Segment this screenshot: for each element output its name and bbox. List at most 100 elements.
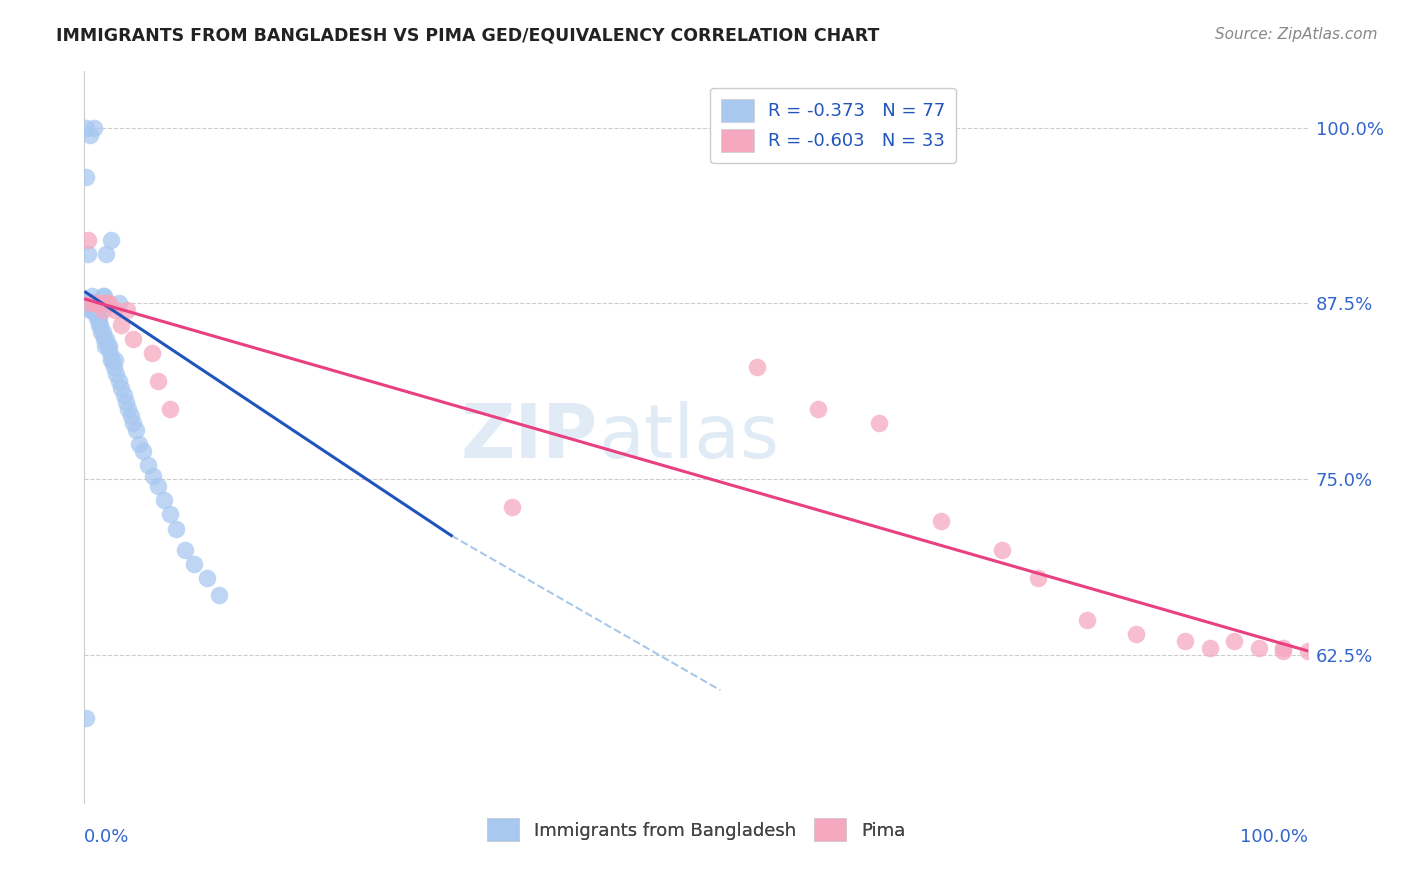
Point	[77, 296, 100, 310]
Point	[77, 247, 100, 261]
Point	[75, 169, 97, 184]
Point	[132, 444, 155, 458]
Point	[97, 339, 120, 353]
Text: 100.0%: 100.0%	[1240, 829, 1308, 847]
Point	[128, 437, 150, 451]
Point	[80, 303, 103, 318]
Point	[112, 388, 135, 402]
Text: atlas: atlas	[598, 401, 779, 474]
Point	[1125, 627, 1147, 641]
Point	[1028, 571, 1050, 585]
Point	[79, 128, 101, 142]
Point	[122, 332, 145, 346]
Point	[120, 409, 142, 423]
Point	[107, 374, 129, 388]
Point	[96, 296, 118, 310]
Point	[103, 359, 125, 374]
Point	[142, 469, 165, 483]
Point	[173, 542, 195, 557]
Point	[1272, 644, 1295, 658]
Point	[159, 401, 181, 416]
Point	[94, 339, 117, 353]
Point	[125, 423, 148, 437]
Point	[141, 345, 163, 359]
Point	[91, 303, 114, 318]
Point	[77, 296, 100, 310]
Point	[98, 345, 121, 359]
Point	[1223, 634, 1246, 648]
Point	[75, 711, 97, 725]
Point	[869, 416, 891, 430]
Point	[89, 318, 111, 332]
Point	[100, 352, 122, 367]
Point	[79, 296, 101, 310]
Point	[929, 515, 952, 529]
Point	[93, 332, 115, 346]
Point	[77, 296, 100, 310]
Point	[79, 303, 101, 318]
Point	[82, 296, 104, 310]
Point	[146, 374, 169, 388]
Point	[91, 325, 114, 339]
Point	[195, 571, 218, 585]
Point	[136, 458, 159, 473]
Point	[84, 296, 107, 310]
Point	[82, 296, 104, 310]
Point	[97, 339, 120, 353]
Point	[83, 120, 105, 135]
Point	[79, 296, 101, 310]
Text: ZIP: ZIP	[461, 401, 598, 474]
Point	[165, 522, 187, 536]
Text: 0.0%: 0.0%	[84, 829, 129, 847]
Point	[86, 310, 108, 325]
Point	[87, 296, 110, 310]
Point	[86, 296, 108, 310]
Point	[76, 296, 98, 310]
Point	[83, 303, 105, 318]
Point	[86, 303, 108, 318]
Point	[1247, 641, 1270, 656]
Point	[807, 401, 830, 416]
Point	[90, 325, 112, 339]
Point	[82, 303, 104, 318]
Point	[80, 296, 103, 310]
Point	[1076, 613, 1098, 627]
Point	[79, 296, 101, 310]
Point	[104, 352, 127, 367]
Point	[747, 359, 769, 374]
Point	[76, 296, 98, 310]
Text: Source: ZipAtlas.com: Source: ZipAtlas.com	[1215, 27, 1378, 42]
Point	[87, 310, 110, 325]
Point	[91, 289, 114, 303]
Point	[77, 233, 100, 247]
Point	[115, 395, 138, 409]
Point	[75, 120, 97, 135]
Point	[104, 303, 127, 318]
Point	[77, 296, 100, 310]
Point	[110, 318, 132, 332]
Text: IMMIGRANTS FROM BANGLADESH VS PIMA GED/EQUIVALENCY CORRELATION CHART: IMMIGRANTS FROM BANGLADESH VS PIMA GED/E…	[56, 27, 880, 45]
Point	[77, 295, 100, 310]
Point	[83, 296, 105, 310]
Point	[87, 318, 110, 332]
Point	[96, 247, 118, 261]
Point	[96, 296, 118, 310]
Point	[115, 303, 138, 318]
Point	[77, 296, 100, 310]
Point	[1296, 644, 1319, 658]
Point	[1272, 641, 1295, 656]
Point	[991, 542, 1014, 557]
Point	[77, 296, 100, 310]
Point	[93, 289, 115, 303]
Point	[107, 296, 129, 310]
Legend: Immigrants from Bangladesh, Pima: Immigrants from Bangladesh, Pima	[479, 811, 912, 848]
Point	[1174, 634, 1197, 648]
Point	[110, 381, 132, 395]
Point	[122, 416, 145, 430]
Point	[84, 303, 107, 318]
Point	[80, 296, 103, 310]
Point	[83, 303, 105, 318]
Point	[96, 332, 118, 346]
Point	[502, 500, 524, 515]
Point	[80, 289, 103, 303]
